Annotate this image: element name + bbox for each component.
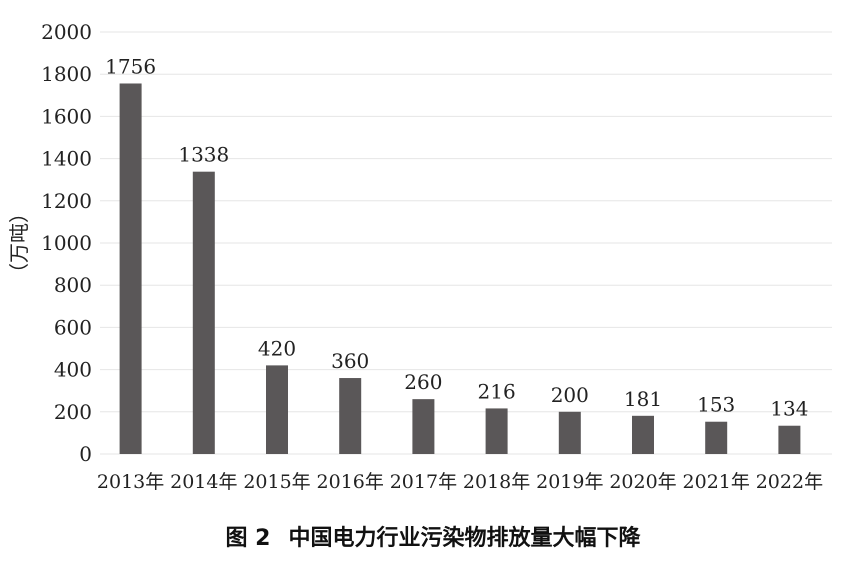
y-tick-label: 2000: [41, 20, 92, 44]
x-tick-label: 2018年: [463, 471, 530, 493]
grid-lines: [100, 31, 832, 455]
bar: [705, 421, 728, 454]
x-tick-label: 2022年: [756, 471, 823, 493]
bar: [412, 399, 435, 454]
bar: [266, 365, 288, 454]
figure-title: 中国电力行业污染物排放量大幅下降: [288, 526, 641, 551]
y-tick-label: 1000: [41, 231, 92, 255]
data-label: 360: [331, 349, 369, 373]
data-label: 420: [258, 336, 296, 360]
x-tick-label: 2015年: [243, 471, 310, 493]
bars: [119, 83, 801, 454]
x-tick-label: 2016年: [317, 471, 384, 493]
y-tick-label: 800: [54, 273, 92, 297]
x-axis-ticks: 2013年 2014年 2015年 2016年 2017年 2018年 2019年 2020年…: [97, 471, 823, 493]
y-axis-ticks: 0 200 400 600 800 1000 1200 1400 1600 1800 2000: [41, 20, 92, 466]
figure-caption: 图 2 中国电力行业污染物排放量大幅下降: [0, 520, 866, 552]
x-tick-label: 2021年: [683, 471, 750, 493]
y-tick-label: 1200: [41, 189, 92, 213]
y-tick-label: 1600: [41, 104, 92, 128]
data-label: 153: [697, 393, 735, 417]
bar: [632, 415, 654, 454]
x-tick-label: 2020年: [609, 471, 676, 493]
figure-number: 图 2: [225, 526, 271, 551]
y-axis-label: （万吨）: [7, 203, 31, 283]
x-tick-label: 2017年: [390, 471, 457, 493]
y-tick-label: 200: [54, 400, 92, 424]
y-tick-label: 1800: [41, 62, 92, 86]
bar: [778, 425, 801, 454]
data-label: 181: [624, 387, 662, 411]
data-label: 134: [770, 397, 808, 421]
bar: [485, 408, 508, 454]
bar: [192, 171, 215, 454]
x-tick-label: 2014年: [170, 471, 237, 493]
bar: [119, 83, 142, 454]
x-tick-label: 2013年: [97, 471, 164, 493]
data-label: 216: [478, 379, 516, 403]
x-tick-label: 2019年: [536, 471, 603, 493]
y-tick-label: 0: [79, 442, 92, 466]
y-tick-label: 1400: [41, 147, 92, 171]
bar: [339, 378, 362, 454]
data-label: 260: [404, 370, 442, 394]
data-label: 200: [551, 383, 589, 407]
bar-chart: 0 200 400 600 800 1000 1200 1400 1600 1800 2000 17…: [7, 20, 832, 493]
bar: [558, 411, 581, 454]
y-tick-label: 600: [54, 315, 92, 339]
y-tick-label: 400: [54, 358, 92, 382]
data-label: 1338: [178, 143, 229, 167]
data-label: 1756: [105, 54, 156, 78]
data-labels: 1756 1338 420 360 260 216 200 181 153 134: [105, 54, 808, 420]
